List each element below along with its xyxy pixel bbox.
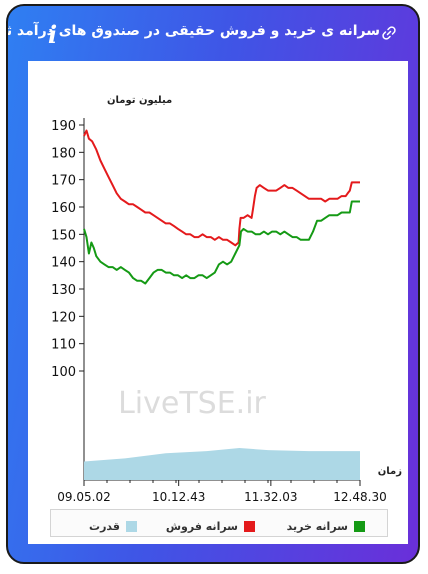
- chart-panel: LiveTSE.ir 100 110 120 130 140 150 160 170 180 190…: [28, 61, 408, 544]
- legend-swatch-buy: [354, 521, 365, 532]
- capacity-area: [84, 448, 360, 480]
- y-tick-label: 170: [51, 174, 76, 189]
- chart-svg: LiveTSE.ir 100 110 120 130 140 150 160 170 180 190…: [51, 95, 402, 504]
- x-tick-label: 12.48.30: [333, 490, 386, 504]
- legend-label-buy: سرانه خرید: [286, 520, 348, 533]
- y-tick-label: 120: [51, 310, 76, 325]
- link-icon[interactable]: [382, 26, 396, 40]
- legend-item-capacity[interactable]: قدرت: [89, 516, 137, 533]
- y-tick-label: 130: [51, 283, 76, 298]
- info-icon[interactable]: i: [48, 20, 58, 49]
- y-tick-label: 180: [51, 146, 76, 161]
- y-tick-label: 150: [51, 228, 76, 243]
- y-tick-label: 100: [51, 365, 76, 380]
- watermark: LiveTSE.ir: [118, 386, 266, 421]
- legend-item-buy[interactable]: سرانه خرید: [286, 516, 365, 533]
- y-tick-label: 190: [51, 119, 76, 134]
- legend-swatch-sell: [244, 521, 255, 532]
- series-line-sell: [83, 129, 360, 247]
- y-tick-label: 160: [51, 201, 76, 216]
- x-tick-label: 11.32.03: [244, 490, 297, 504]
- legend-swatch-capacity: [126, 521, 137, 532]
- legend-item-sell[interactable]: سرانه فروش: [165, 516, 255, 533]
- y-tick-label: 140: [51, 256, 76, 271]
- legend-label-sell: سرانه فروش: [165, 520, 238, 533]
- card-header: سرانه ی خرید و فروش حقیقی در صندوق های د…: [8, 6, 418, 62]
- chart-card: سرانه ی خرید و فروش حقیقی در صندوق های د…: [6, 4, 420, 564]
- chart-legend: سرانه خرید سرانه فروش قدرت: [50, 509, 388, 537]
- chart-title: سرانه ی خرید و فروش حقیقی در صندوق های د…: [6, 23, 380, 39]
- series-line-buy: [83, 200, 360, 285]
- y-axis-label: میلیون تومان: [107, 95, 172, 106]
- legend-label-capacity: قدرت: [89, 520, 120, 533]
- x-tick-label: 09.05.02: [57, 490, 110, 504]
- x-axis-label: زمان: [378, 466, 402, 477]
- x-tick-label: 10.12.43: [152, 490, 205, 504]
- y-tick-label: 110: [51, 338, 76, 353]
